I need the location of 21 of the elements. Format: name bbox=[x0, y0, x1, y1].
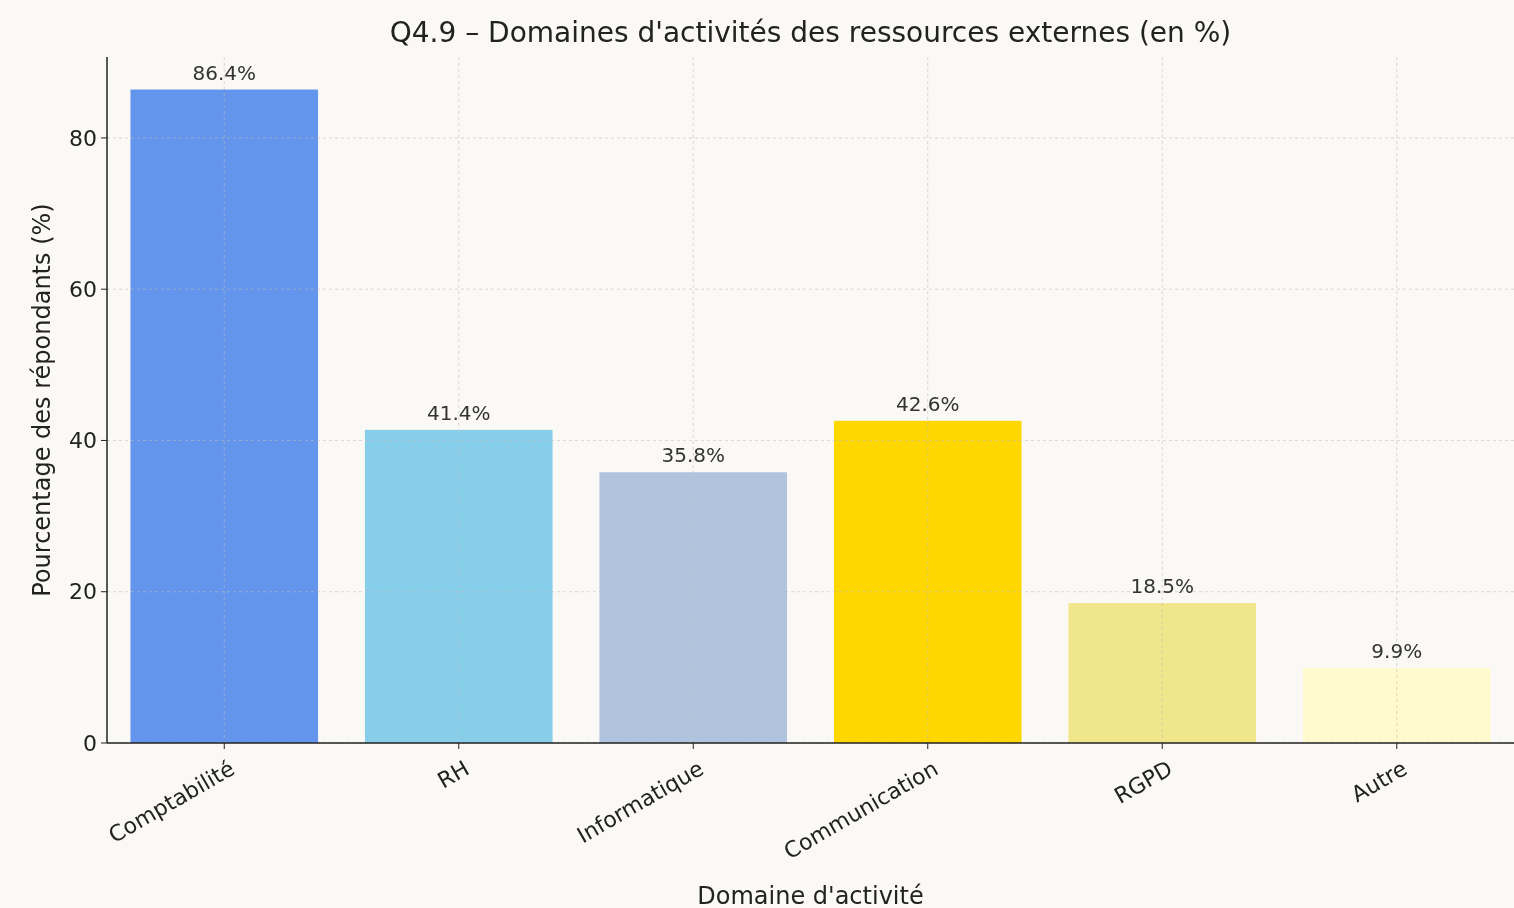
x-axis-title: Domaine d'activité bbox=[697, 882, 924, 908]
x-tick-label: RH bbox=[433, 755, 474, 794]
data-label: 42.6% bbox=[895, 391, 960, 416]
bar bbox=[833, 420, 1022, 743]
y-axis-title: Pourcentage des répondants (%) bbox=[28, 203, 56, 597]
data-label: 41.4% bbox=[426, 400, 491, 425]
bar bbox=[364, 429, 553, 743]
data-label: 86.4% bbox=[192, 60, 257, 85]
data-label: 9.9% bbox=[1371, 639, 1423, 664]
y-tick-label: 0 bbox=[83, 730, 97, 756]
y-tick-label: 40 bbox=[69, 428, 97, 454]
y-tick-label: 80 bbox=[69, 125, 97, 151]
data-label: 35.8% bbox=[661, 443, 726, 468]
chart-title: Q4.9 – Domaines d'activités des ressources externes (en %) bbox=[389, 16, 1232, 49]
bar bbox=[130, 89, 319, 743]
bar bbox=[1302, 668, 1491, 743]
y-tick-label: 20 bbox=[69, 579, 97, 605]
y-tick-label: 60 bbox=[69, 276, 97, 302]
bar bbox=[599, 472, 788, 743]
data-label: 18.5% bbox=[1130, 574, 1195, 599]
bar bbox=[1068, 603, 1257, 743]
